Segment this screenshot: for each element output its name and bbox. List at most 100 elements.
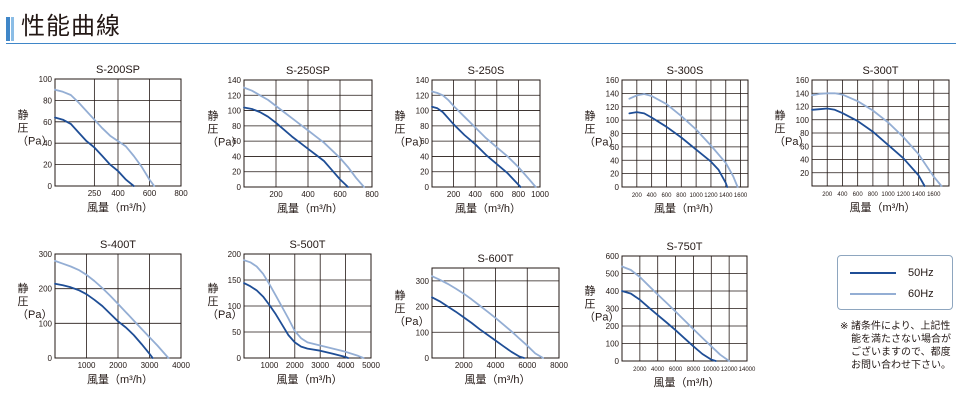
y-tick-label: 20 xyxy=(43,161,52,170)
note-mark: ※ xyxy=(840,321,849,332)
series-line-50hz xyxy=(54,116,135,187)
y-tick-label: 80 xyxy=(610,130,619,139)
chart-title: S-250S xyxy=(468,65,505,77)
x-tick-label: 2000 xyxy=(455,361,473,370)
series-line-60hz xyxy=(54,259,170,359)
y-tick-label: 0 xyxy=(615,357,620,366)
x-tick-label: 1400 xyxy=(912,192,926,198)
y-tick-label: 120 xyxy=(228,91,242,100)
chart-4: S-300T 200 400 600 800 1000 1200 1400 1600 20 40 60… xyxy=(774,65,950,214)
y-axis-label: 静 xyxy=(585,109,596,123)
y-tick-label: 0 xyxy=(425,354,430,363)
y-tick-label: 0 xyxy=(48,182,53,191)
y-tick-label: 80 xyxy=(800,129,809,138)
legend-label-60hz: 60Hz xyxy=(908,288,934,300)
y-tick-label: 60 xyxy=(610,143,619,152)
x-axis-label: 風量（m³/h） xyxy=(850,201,916,214)
y-tick-label: 60 xyxy=(43,118,52,127)
legend: 50Hz 60Hz xyxy=(837,255,953,310)
legend-line-50hz xyxy=(850,272,896,274)
x-tick-label: 400 xyxy=(111,189,125,198)
chart-5: S-400T 1000 2000 3000 4000 0 100 200 300 風量（m³/h）… xyxy=(17,239,190,386)
legend-line-60hz xyxy=(850,293,896,295)
y-tick-label: 20 xyxy=(420,168,429,177)
y-tick-label: 100 xyxy=(39,319,53,328)
x-axis-label: 風量（m³/h） xyxy=(455,202,521,215)
x-tick-label: 600 xyxy=(490,190,504,199)
x-tick-label: 1600 xyxy=(927,192,941,198)
x-tick-label: 8000 xyxy=(687,367,701,373)
header-rule xyxy=(6,43,956,44)
x-tick-label: 200 xyxy=(269,190,283,199)
y-tick-label: 20 xyxy=(232,168,241,177)
y-tick-label: 140 xyxy=(416,76,430,85)
x-tick-label: 800 xyxy=(512,190,526,199)
y-tick-label: 100 xyxy=(416,328,430,337)
x-axis-label: 風量（m³/h） xyxy=(654,202,720,215)
title-accent-bar xyxy=(6,17,10,41)
y-tick-label: 160 xyxy=(796,76,810,85)
x-tick-label: 1000 xyxy=(261,361,279,370)
x-tick-label: 400 xyxy=(301,190,315,199)
y-axis-label: 圧 xyxy=(208,124,219,136)
y-axis-label: （Pa） xyxy=(17,135,52,148)
y-tick-label: 100 xyxy=(606,116,620,125)
y-tick-label: 40 xyxy=(800,156,809,165)
page-title: 性能曲線 xyxy=(21,13,121,40)
series-line-50hz xyxy=(621,290,717,362)
chart-3: S-300S 200 400 600 800 1000 1200 1400 1600 0 20 40 6… xyxy=(584,65,749,215)
y-tick-label: 0 xyxy=(615,183,620,192)
y-axis-label: 圧 xyxy=(18,123,29,135)
y-tick-label: 100 xyxy=(416,107,430,116)
y-tick-label: 80 xyxy=(43,96,52,105)
x-tick-label: 3000 xyxy=(311,361,329,370)
y-tick-label: 100 xyxy=(228,302,242,311)
x-axis-label: 風量（m³/h） xyxy=(277,202,343,215)
y-axis-label: （Pa） xyxy=(774,135,809,148)
chart-title: S-250SP xyxy=(286,65,330,77)
y-axis-label: （Pa） xyxy=(584,136,619,149)
y-axis-label: 静 xyxy=(208,109,219,123)
x-tick-label: 2000 xyxy=(286,361,304,370)
plot-frame xyxy=(243,79,373,188)
note-text: 諸条件により、上記性能を満たさない場合がございますので、都度お問い合わせ下さい。 xyxy=(851,321,951,371)
y-axis-label: （Pa） xyxy=(394,136,429,149)
plot-frame xyxy=(243,253,372,359)
y-tick-label: 120 xyxy=(606,103,620,112)
chart-8: S-750T 2000 4000 6000 8000 10000 12000 14000 0 10… xyxy=(584,241,756,389)
y-tick-label: 0 xyxy=(237,354,242,363)
y-axis-label: 静 xyxy=(395,288,406,302)
series-line-60hz xyxy=(243,86,365,188)
x-axis-label: 風量（m³/h） xyxy=(277,373,343,386)
series-line-60hz xyxy=(54,88,156,187)
x-tick-label: 400 xyxy=(469,190,483,199)
x-tick-label: 12000 xyxy=(721,367,738,373)
x-tick-label: 800 xyxy=(868,192,879,198)
y-axis-label: 圧 xyxy=(585,124,596,136)
chart-title: S-300S xyxy=(667,65,704,77)
y-tick-label: 120 xyxy=(416,91,430,100)
x-tick-label: 200 xyxy=(447,190,461,199)
y-tick-label: 0 xyxy=(237,183,242,192)
y-tick-label: 200 xyxy=(606,322,620,331)
y-tick-label: 0 xyxy=(425,183,430,192)
x-tick-label: 3000 xyxy=(141,361,159,370)
x-tick-label: 600 xyxy=(661,193,672,199)
x-tick-label: 2000 xyxy=(633,367,647,373)
x-tick-label: 600 xyxy=(333,190,347,199)
legend-item-60hz: 60Hz xyxy=(850,287,950,301)
y-tick-label: 100 xyxy=(39,75,53,84)
y-axis-label: （Pa） xyxy=(584,311,619,324)
chart-title: S-500T xyxy=(289,239,325,251)
y-tick-label: 60 xyxy=(800,142,809,151)
y-tick-label: 140 xyxy=(796,89,810,98)
y-tick-label: 40 xyxy=(232,152,241,161)
x-tick-label: 6000 xyxy=(518,361,536,370)
x-tick-label: 1400 xyxy=(719,193,733,199)
x-tick-label: 600 xyxy=(853,192,864,198)
plot-frame xyxy=(621,79,749,188)
page-header: 性能曲線 xyxy=(0,0,964,46)
y-tick-label: 600 xyxy=(606,252,620,261)
series-line-60hz xyxy=(621,265,730,362)
x-tick-label: 14000 xyxy=(739,367,756,373)
